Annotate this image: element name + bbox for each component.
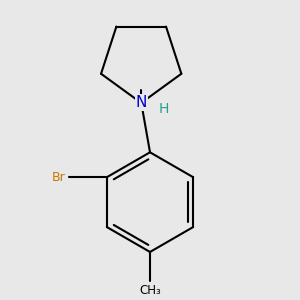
Text: Br: Br [52,171,66,184]
Text: N: N [136,95,147,110]
Text: CH₃: CH₃ [139,284,161,297]
Text: H: H [158,103,169,116]
